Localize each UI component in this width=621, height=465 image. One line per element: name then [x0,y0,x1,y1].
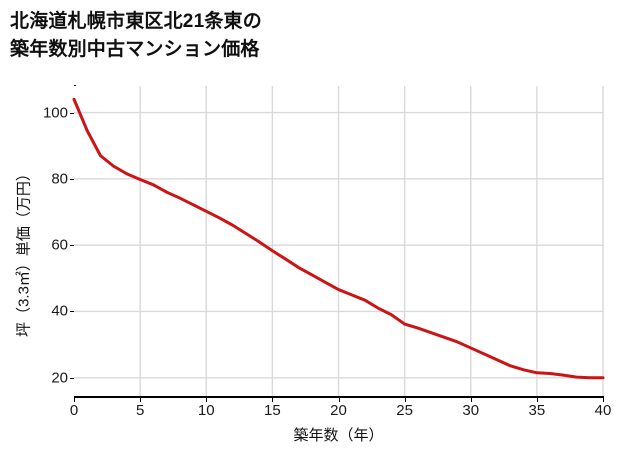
y-tick-label: 60 [51,236,68,254]
y-tick-label: 40 [51,302,68,320]
x-tick-mark [272,398,274,402]
series-line-坪単価 [72,97,605,380]
y-tick-label: 80 [51,170,68,188]
x-tick-label: 40 [594,402,612,419]
x-tick-label: 20 [330,402,347,419]
y-tick-mark [70,377,74,379]
y-axis-tick-labels: 20 40 60 80 100 [0,0,68,465]
x-tick-label: 30 [462,402,480,419]
y-axis-title: 坪（3.3㎡）単価（万円） [15,166,33,337]
x-tick-mark [470,398,472,402]
x-axis-spine [74,396,604,398]
x-tick-mark [140,398,142,402]
x-tick-mark [338,398,340,402]
page-title: 北海道札幌市東区北21条東の 築年数別中古マンション価格 [10,11,262,60]
x-tick-mark [74,398,75,402]
y-tick-mark [70,178,74,180]
x-tick-label: 5 [135,402,145,419]
y-tick-mark [70,311,74,313]
y-tick-label: 100 [42,104,68,122]
x-tick-mark [603,398,604,402]
x-tick-mark [206,398,208,402]
price-line-series [72,97,605,380]
x-tick-label: 15 [264,402,281,419]
x-tick-mark [536,398,538,402]
x-tick-label: 35 [528,402,546,419]
x-tick-label: 10 [197,402,215,419]
x-tick-mark [404,398,406,402]
x-tick-label: 0 [69,402,79,419]
grid-lines [74,86,604,396]
plot-area [72,86,605,396]
y-tick-label: 20 [51,369,68,387]
x-axis-title: 築年数（年） [293,427,384,444]
x-tick-label: 25 [396,402,413,419]
y-tick-mark [70,245,74,247]
y-tick-mark [70,112,74,114]
